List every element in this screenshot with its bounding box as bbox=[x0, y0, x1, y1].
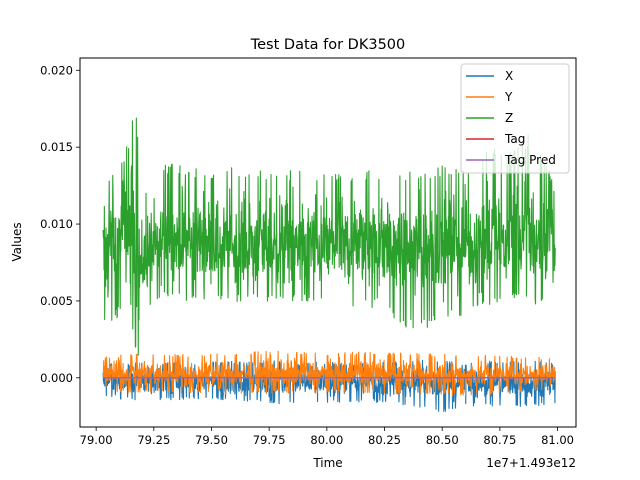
x-tick-label: 80.50 bbox=[426, 433, 459, 447]
legend: XYZ Tag Tag Pred bbox=[460, 63, 570, 174]
y-axis-label: Values bbox=[10, 222, 24, 261]
x-axis-label: Time bbox=[312, 456, 342, 470]
y-tick-label: 0.020 bbox=[40, 63, 73, 77]
y-tick-label: 0.000 bbox=[40, 371, 73, 385]
legend-box bbox=[460, 63, 570, 174]
axes-frame bbox=[79, 57, 577, 428]
x-tick-label: 80.25 bbox=[368, 433, 401, 447]
chart-title: Test Data for DK3500 bbox=[250, 37, 406, 53]
x-tick-label: 80.00 bbox=[310, 433, 343, 447]
x-tick-label: 80.75 bbox=[483, 433, 516, 447]
series-line-z bbox=[102, 117, 556, 356]
y-axis: 0.000 0.005 0.010 0.015 0.020 bbox=[40, 63, 80, 385]
y-tick-label: 0.010 bbox=[40, 217, 73, 231]
legend-label-tag-pred: Tag Pred bbox=[504, 153, 556, 167]
series-line-y bbox=[102, 350, 556, 397]
legend-label-y: Y bbox=[504, 90, 513, 104]
x-tick-label: 79.75 bbox=[253, 433, 286, 447]
x-tick-label: 79.00 bbox=[80, 433, 113, 447]
x-axis: 79.00 79.25 79.50 79.75 80.00 80.25 80.50 80.75… bbox=[80, 427, 574, 447]
x-tick-label: 79.50 bbox=[195, 433, 228, 447]
y-tick-label: 0.005 bbox=[40, 294, 73, 308]
plot-area bbox=[102, 117, 556, 412]
y-tick-label: 0.015 bbox=[40, 140, 73, 154]
x-offset-label: 1e7+1.493e12 bbox=[486, 456, 576, 470]
x-tick-label: 81.00 bbox=[541, 433, 574, 447]
x-tick-label: 79.25 bbox=[137, 433, 170, 447]
legend-label-x: X bbox=[505, 69, 513, 83]
legend-label-z: Z bbox=[505, 111, 513, 125]
legend-label-tag: Tag bbox=[504, 132, 525, 146]
series-layer bbox=[102, 117, 556, 412]
